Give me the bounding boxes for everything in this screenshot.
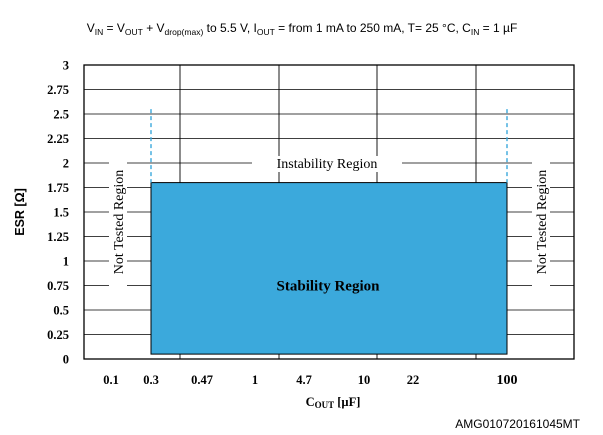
stability-region-area (150, 182, 508, 355)
x-tick-label: 1 (252, 373, 258, 387)
x-tick-label: 22 (407, 373, 420, 387)
y-tick-label: 2.75 (47, 83, 69, 97)
x-tick-label: 0.1 (103, 373, 119, 387)
not-tested-left-label: Not Tested Region (112, 170, 127, 275)
y-tick-label: 1.75 (47, 181, 69, 195)
y-tick-label: 2 (63, 157, 69, 171)
x-axis-ticks: 0.1 0.3 0.47 1 4.7 10 22 100 (103, 373, 517, 388)
x-tick-label: 100 (497, 373, 518, 388)
not-tested-right-label: Not Tested Region (535, 170, 550, 275)
x-tick-label: 0.47 (191, 373, 213, 387)
y-tick-label: 2.25 (47, 132, 69, 146)
y-tick-label: 3 (63, 59, 69, 73)
conditions-title: VIN = VOUT + Vdrop(max) to 5.5 V, IOUT =… (87, 21, 518, 37)
x-tick-label: 4.7 (296, 373, 312, 387)
figure-code: AMG010720161045MT (455, 417, 580, 431)
y-tick-label: 2.5 (53, 108, 69, 122)
y-tick-label: 0.75 (47, 279, 69, 293)
instability-label-background (252, 156, 402, 172)
not-tested-right-background (532, 152, 550, 292)
instability-region-label: Instability Region (277, 157, 378, 172)
plot-frame (83, 64, 575, 360)
y-tick-label: 1.5 (53, 206, 69, 220)
y-tick-label: 0.5 (53, 304, 69, 318)
y-axis-label: ESR [Ω] (13, 188, 27, 236)
y-tick-label: 0.25 (47, 328, 69, 342)
y-tick-label: 0 (63, 353, 69, 367)
stability-region-label: Stability Region (277, 279, 381, 295)
x-tick-label: 10 (358, 373, 371, 387)
y-tick-label: 1 (63, 255, 69, 269)
x-tick-label: 0.3 (143, 373, 159, 387)
not-tested-left-background (109, 152, 127, 292)
y-tick-label: 1.25 (47, 230, 69, 244)
y-axis-ticks: 0 0.25 0.5 0.75 1 1.25 1.5 1.75 2 2.25 2.5 2.75 3 (47, 59, 69, 367)
x-axis-label: COUT [µF] (306, 395, 361, 410)
